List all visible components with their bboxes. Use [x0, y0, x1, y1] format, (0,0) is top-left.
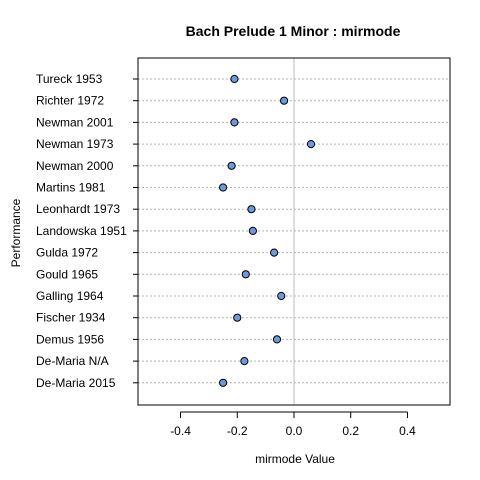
x-tick-label: -0.2: [227, 424, 248, 438]
y-tick-label: Gould 1965: [36, 267, 98, 281]
plot-area: [137, 57, 451, 406]
y-tick-labels: Tureck 1953 Richter 1972 Newman 2001 Newman…: [36, 72, 138, 390]
x-tick-label: 0.4: [399, 424, 416, 438]
data-point: [277, 291, 286, 301]
y-tick-label: Tureck 1953: [36, 72, 103, 86]
data-point: [230, 74, 239, 84]
data-point: [247, 205, 256, 214]
y-tick-label: Newman 2000: [36, 159, 114, 173]
y-tick-label: Leonhardt 1973: [36, 202, 120, 216]
y-tick-label: Richter 1972: [36, 94, 104, 108]
y-tick-label: Demus 1956: [36, 332, 104, 346]
data-point: [248, 226, 257, 235]
data-points: [218, 74, 316, 387]
data-point: [279, 96, 289, 105]
data-point: [233, 313, 242, 322]
y-tick-label: Martins 1981: [36, 181, 106, 195]
data-point: [218, 378, 228, 387]
x-axis-label: mirmode Value: [255, 452, 335, 466]
data-point: [227, 161, 236, 170]
y-tick-label: Gulda 1972: [36, 246, 98, 260]
x-tick-label: -0.4: [170, 424, 191, 438]
x-axis: -0.4 -0.2 0.0 0.2 0.4: [170, 411, 416, 438]
y-tick-label: Galling 1964: [36, 289, 104, 303]
chart-title: Bach Prelude 1 Minor : mirmode: [186, 23, 401, 39]
x-tick-label: 0.2: [342, 424, 359, 438]
y-tick-label: Newman 2001: [36, 115, 114, 129]
y-tick-label: De-Maria N/A: [36, 354, 109, 368]
data-point: [270, 248, 279, 257]
data-point: [218, 183, 228, 192]
data-point: [272, 335, 282, 344]
data-point: [241, 270, 250, 279]
data-point: [230, 118, 239, 127]
y-tick-label: Fischer 1934: [36, 311, 106, 325]
data-point: [240, 357, 249, 366]
y-tick-label: Newman 1973: [36, 137, 114, 151]
data-point: [306, 140, 316, 149]
y-tick-label: Landowska 1951: [36, 224, 127, 238]
x-tick-label: 0.0: [286, 424, 303, 438]
y-axis-label: Performance: [9, 198, 23, 267]
y-tick-label: De-Maria 2015: [36, 376, 116, 390]
